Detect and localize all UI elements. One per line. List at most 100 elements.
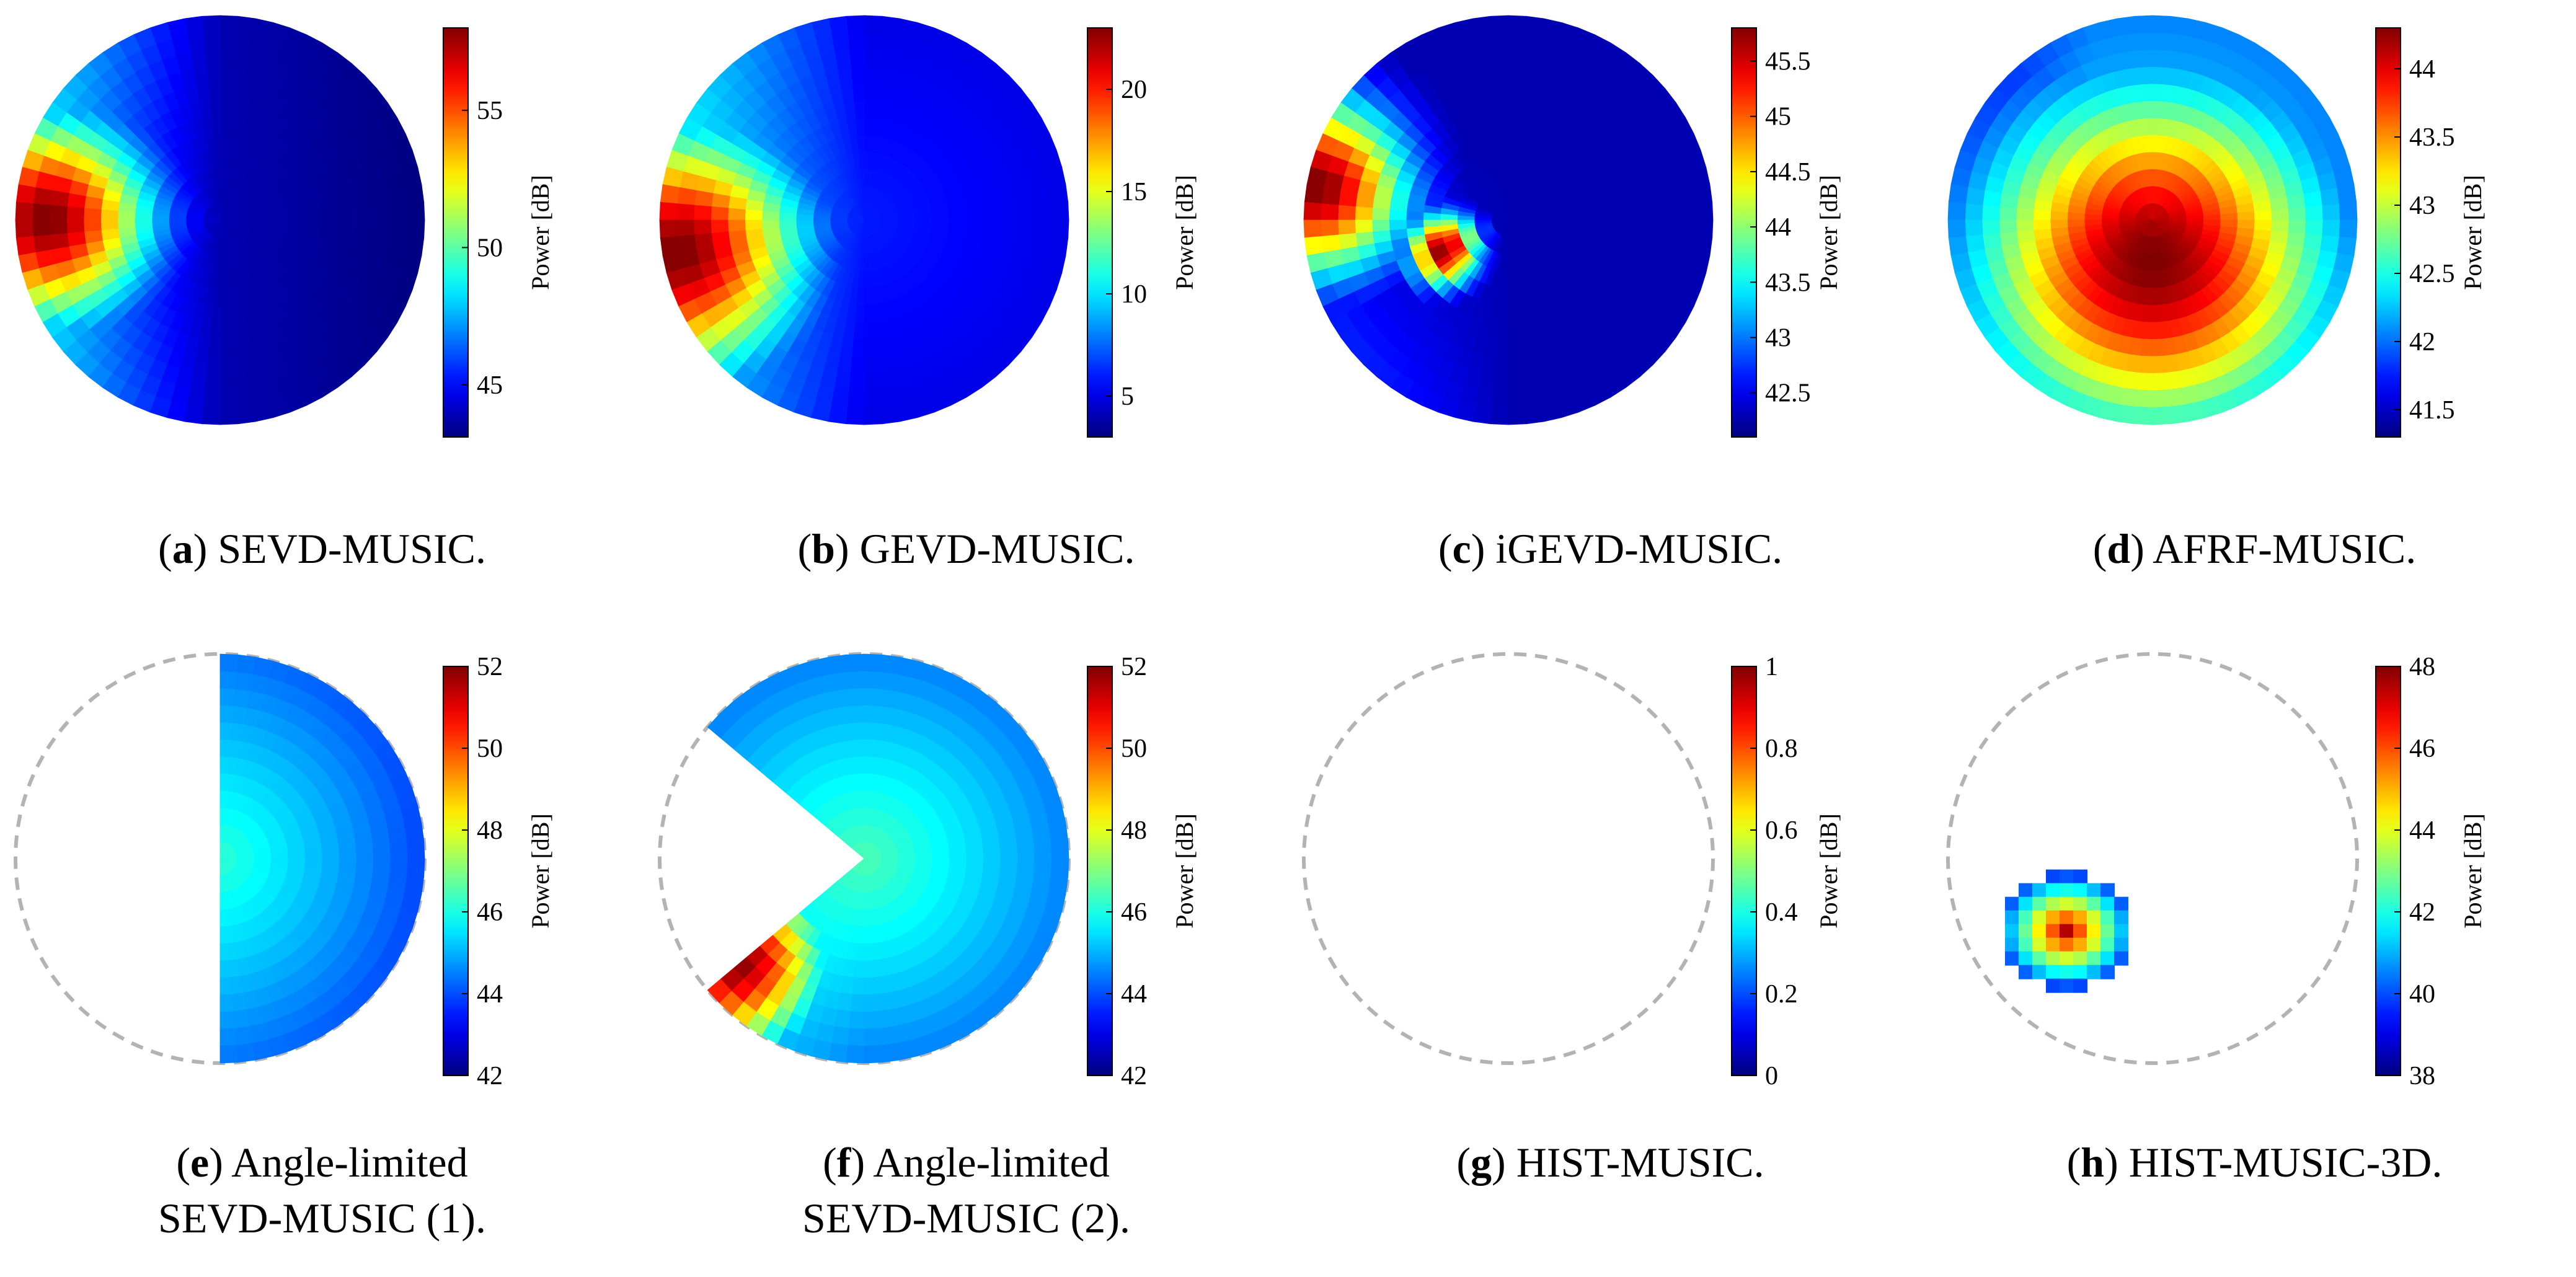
colorbar <box>1731 27 1757 438</box>
colorbar-tick-label: 42 <box>2409 898 2435 927</box>
heatmap-cell <box>219 389 237 408</box>
heatmap-cell <box>2152 32 2169 51</box>
colorbar-tick-label: 38 <box>2409 1062 2435 1090</box>
heatmap-cell <box>339 219 357 232</box>
heatmap-cell <box>1521 50 1539 69</box>
heatmap-cell <box>2045 896 2060 911</box>
heatmap-cell <box>1304 184 1324 205</box>
heatmap-cell <box>1644 206 1662 221</box>
heatmap-cell <box>852 977 865 996</box>
heatmap-cell <box>2120 387 2138 407</box>
heatmap-cell <box>864 32 881 51</box>
heatmap-cell <box>1496 83 1509 102</box>
heatmap-cell <box>2059 910 2074 925</box>
colorbar-tick-label: 50 <box>1121 735 1147 763</box>
heatmap-cell <box>219 100 231 119</box>
heatmap-cell <box>745 219 763 231</box>
heatmap-cell <box>2113 910 2128 925</box>
heatmap-cell <box>849 373 865 391</box>
heatmap-cell <box>2018 937 2033 952</box>
heatmap-cell <box>1371 219 1390 232</box>
heatmap-cell <box>66 219 85 234</box>
heatmap-cell <box>2152 15 2171 34</box>
heatmap-cell <box>355 219 374 234</box>
heatmap-cell <box>1337 205 1356 221</box>
colorbar-tick-label: 46 <box>477 898 503 927</box>
heatmap-cell <box>2339 201 2358 221</box>
caption-g: (g) HIST-MUSIC. <box>1456 1139 1764 1186</box>
heatmap-cell <box>834 371 851 391</box>
colorbar-tick-label: 0.2 <box>1765 980 1798 1009</box>
heatmap-cell <box>2113 896 2128 911</box>
heatmap-cell <box>404 874 425 895</box>
heatmap-cell <box>2073 924 2087 939</box>
heatmap-cell <box>2152 338 2165 357</box>
heatmap-cell <box>321 847 340 859</box>
heatmap-cell <box>2016 208 2034 221</box>
heatmap-cell <box>1508 355 1523 374</box>
heatmap-cell <box>1389 209 1407 221</box>
colorbar-tick-label: 48 <box>2409 653 2435 681</box>
heatmap-cell <box>850 355 865 374</box>
heatmap-cell <box>404 184 425 205</box>
heatmap-cell <box>219 1011 236 1030</box>
heatmap-cell <box>2152 135 2161 152</box>
heatmap-cell <box>1508 338 1521 357</box>
heatmap-cell <box>1497 100 1509 119</box>
heatmap-cell <box>2032 883 2047 898</box>
heatmap-cell <box>1321 219 1339 237</box>
heatmap-cell <box>15 219 34 239</box>
heatmap-cell <box>2018 951 2033 966</box>
heatmap-cell <box>2322 219 2340 237</box>
panel-h: 38 40 42 44 46 48 Power [dB] (h) HIST-MUSIC-3D… <box>1932 638 2576 1277</box>
heatmap-cell <box>864 66 879 85</box>
colorbar-label: Power [dB] <box>1171 175 1198 290</box>
heatmap-cell <box>190 371 207 391</box>
heatmap-cell <box>83 208 102 221</box>
heatmap-cell <box>2339 219 2358 239</box>
heatmap-cell <box>879 33 897 53</box>
heatmap-cell <box>2254 209 2272 221</box>
heatmap-cell <box>745 209 763 221</box>
heatmap-cell <box>864 355 879 374</box>
colorbar-tick-label: 20 <box>1121 76 1147 104</box>
heatmap-cell <box>2140 83 2153 102</box>
heatmap-cell <box>2305 219 2324 236</box>
heatmap-cell <box>864 739 875 758</box>
heatmap-cell <box>1981 219 2000 236</box>
heatmap-cell <box>371 233 391 250</box>
heatmap-cell <box>1478 371 1495 391</box>
heatmap-cell <box>864 338 877 357</box>
colorbar <box>1087 666 1113 1076</box>
heatmap-cell <box>2134 406 2153 425</box>
heatmap-cell <box>2113 937 2128 952</box>
heatmap-cell <box>1033 203 1052 221</box>
heatmap-cell <box>828 404 849 425</box>
colorbar-tick-label: 15 <box>1121 178 1147 206</box>
heatmap-cell <box>233 50 250 69</box>
heatmap-cell <box>83 219 102 232</box>
heatmap-cell <box>1303 219 1322 239</box>
heatmap-cell <box>2137 373 2153 391</box>
panel-d: 41.5 42 42.5 43 43.5 44 Power [dB] (d) AFRF-MU… <box>1932 0 2576 638</box>
heatmap-cell <box>965 847 984 859</box>
heatmap-cell <box>846 15 865 34</box>
heatmap-cell <box>877 50 895 69</box>
heatmap-cell <box>2152 66 2167 85</box>
colorbar-tick-label: 44 <box>1765 213 1791 242</box>
heatmap-cell <box>2004 896 2019 911</box>
heatmap-cell <box>2100 951 2115 966</box>
heatmap-cell <box>203 389 221 408</box>
heatmap-cell <box>2073 869 2087 884</box>
colorbar-tick-label: 43.5 <box>1765 268 1811 297</box>
panel-f: 42 44 46 48 50 52 Power [dB] (f) Angle-limited… <box>644 638 1288 1277</box>
panel-b: 5 10 15 20 Power [dB] (b) GEVD-MUSIC. <box>644 0 1288 638</box>
heatmap-cell <box>2073 896 2087 911</box>
heatmap-cell <box>2018 896 2033 911</box>
heatmap-cell <box>1496 338 1509 357</box>
heatmap-cell <box>1576 219 1594 228</box>
heatmap-cell <box>219 739 231 758</box>
heatmap-cell <box>856 926 865 944</box>
